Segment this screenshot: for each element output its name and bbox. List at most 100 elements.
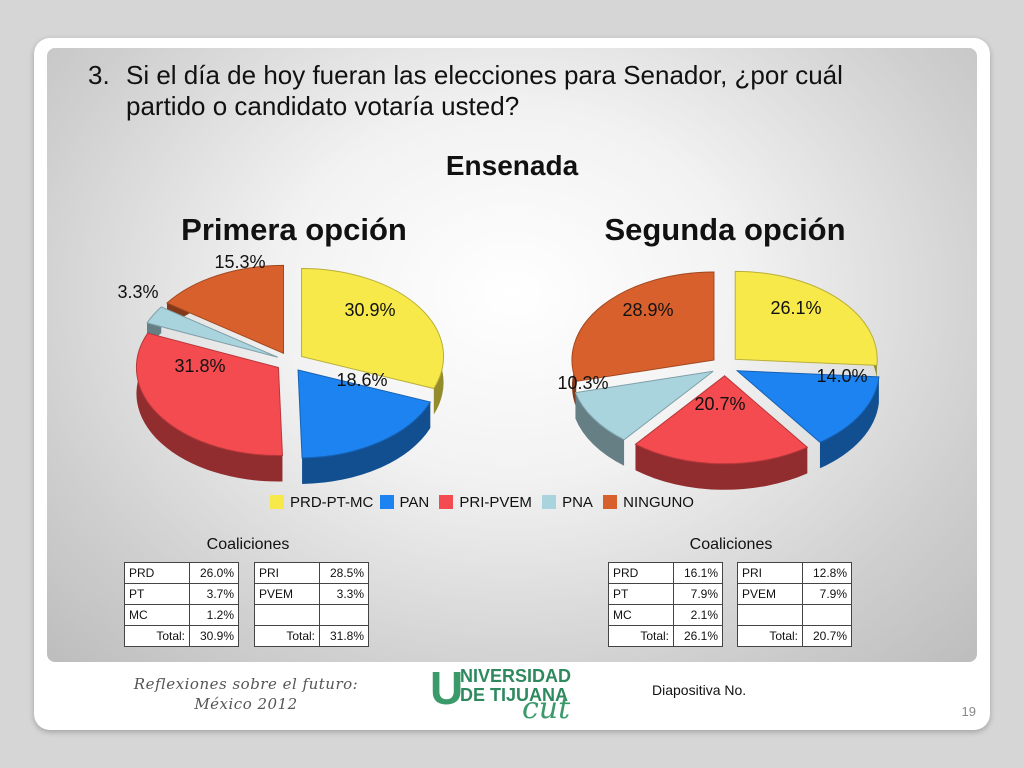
table-row: MC 1.2% [124,604,239,626]
table-total-label: Total: [608,625,674,647]
table-row [737,604,852,626]
table-total-label: Total: [254,625,320,647]
table-cell: 2.1% [673,604,723,626]
pie-data-label: 20.7% [694,394,745,414]
pie-slice [297,369,432,459]
pie-data-label: 14.0% [816,366,867,386]
table-row: PRI 12.8% [737,562,852,584]
legend-item-pan: PAN [379,494,430,511]
table-cell: PRD [608,562,674,584]
table-cell: 28.5% [319,562,369,584]
pie-data-label: 30.9% [344,300,395,320]
page-number: 19 [961,704,976,719]
question-number: 3. [88,60,110,90]
pie-slice [634,375,809,465]
table-row: Total: 30.9% [124,625,239,647]
logo-line-2: DE TIJUANA [460,685,569,705]
table-total-value: 31.8% [319,625,369,647]
table-row: PRI 28.5% [254,562,369,584]
pie-data-label: 3.3% [117,282,158,302]
table-total-label: Total: [737,625,803,647]
legend-label: PRD-PT-MC [290,494,374,511]
pie-data-label: 28.9% [622,300,673,320]
legend-label: PNA [562,494,593,511]
legend-item-ninguno: NINGUNO [599,494,694,511]
legend-item-pri-pvem: PRI-PVEM [435,494,532,511]
logo-cut: cut [522,691,571,726]
city-title: Ensenada [445,150,579,181]
table-total-value: 20.7% [802,625,852,647]
table-total-value: 26.1% [673,625,723,647]
table-row: PRD 16.1% [608,562,723,584]
table-cell: PT [608,583,674,605]
coalition-table-pri-2: PRI 12.8% PVEM 7.9% Total: 20.7% [737,562,852,647]
table-total-label: Total: [124,625,190,647]
coalitions-title-1: Coaliciones [206,536,290,553]
logo-letter: U [430,662,464,714]
table-row: PVEM 3.3% [254,583,369,605]
pie-data-label: 15.3% [214,252,265,272]
table-cell [319,604,369,626]
table-row: PT 7.9% [608,583,723,605]
chart-title-primera: Primera opción [181,212,407,247]
pie-chart-1: 30.9% 18.6% 31.8% 3.3% 15.3% [117,252,445,484]
table-cell: PRI [254,562,320,584]
table-cell: PT [124,583,190,605]
table-cell: 16.1% [673,562,723,584]
pie-data-label: 10.3% [557,373,608,393]
table-cell: MC [124,604,190,626]
table-row: MC 2.1% [608,604,723,626]
legend-label: PAN [399,494,430,511]
legend-item-pna: PNA [538,494,593,511]
table-row: Total: 31.8% [254,625,369,647]
footer-line-1: Reflexiones sobre el futuro: [133,675,359,693]
table-cell: 3.3% [319,583,369,605]
table-row [254,604,369,626]
pie-slice [301,267,445,390]
pie-slice [166,264,285,355]
table-cell [737,604,803,626]
legend-item-prd-pt-mc: PRD-PT-MC [270,494,373,511]
chart-title-segunda: Segunda opción [604,212,846,247]
pie-slice [735,370,880,443]
table-row: PT 3.7% [124,583,239,605]
footer-tagline: Reflexiones sobre el futuro: México 2012 [96,674,396,714]
footer-line-2: México 2012 [194,695,298,713]
pie-slice [571,271,715,382]
table-cell [802,604,852,626]
table-cell: PVEM [254,583,320,605]
legend-label: NINGUNO [623,494,694,511]
table-total-value: 30.9% [189,625,239,647]
coalition-table-pri: PRI 28.5% PVEM 3.3% Total: 31.8% [254,562,369,647]
table-cell: PRI [737,562,803,584]
coalitions-title-2: Coaliciones [689,536,773,553]
pie-slice [574,370,714,441]
table-row: PRD 26.0% [124,562,239,584]
pie-data-label: 26.1% [770,298,821,318]
legend-label: PRI-PVEM [459,494,532,511]
table-cell: PRD [124,562,190,584]
pie-slice [135,332,283,456]
legend-swatch [270,495,284,509]
legend-swatch [603,495,618,509]
legend-swatch [542,495,557,509]
slide-number-label: Diapositiva No. [652,682,747,698]
table-cell: 7.9% [673,583,723,605]
chart-legend: PRD-PT-MC PAN PRI-PVEM PNA NINGUNO [270,494,696,516]
table-row: Total: 26.1% [608,625,723,647]
coalition-table-prd-2: PRD 16.1% PT 7.9% MC 2.1% Total: 26.1% [608,562,723,647]
table-cell: 1.2% [189,604,239,626]
pie-slice [734,270,878,366]
table-cell [254,604,320,626]
table-cell: 26.0% [189,562,239,584]
table-cell: MC [608,604,674,626]
table-row: PVEM 7.9% [737,583,852,605]
coalition-table-prd: PRD 26.0% PT 3.7% MC 1.2% Total: 30.9% [124,562,239,647]
table-cell: 3.7% [189,583,239,605]
question-line-1: Si el día de hoy fueran las elecciones p… [126,60,843,90]
table-cell: 12.8% [802,562,852,584]
pie-chart-2: 26.1% 14.0% 20.7% 10.3% 28.9% [557,270,880,490]
table-cell: 7.9% [802,583,852,605]
table-row: Total: 20.7% [737,625,852,647]
